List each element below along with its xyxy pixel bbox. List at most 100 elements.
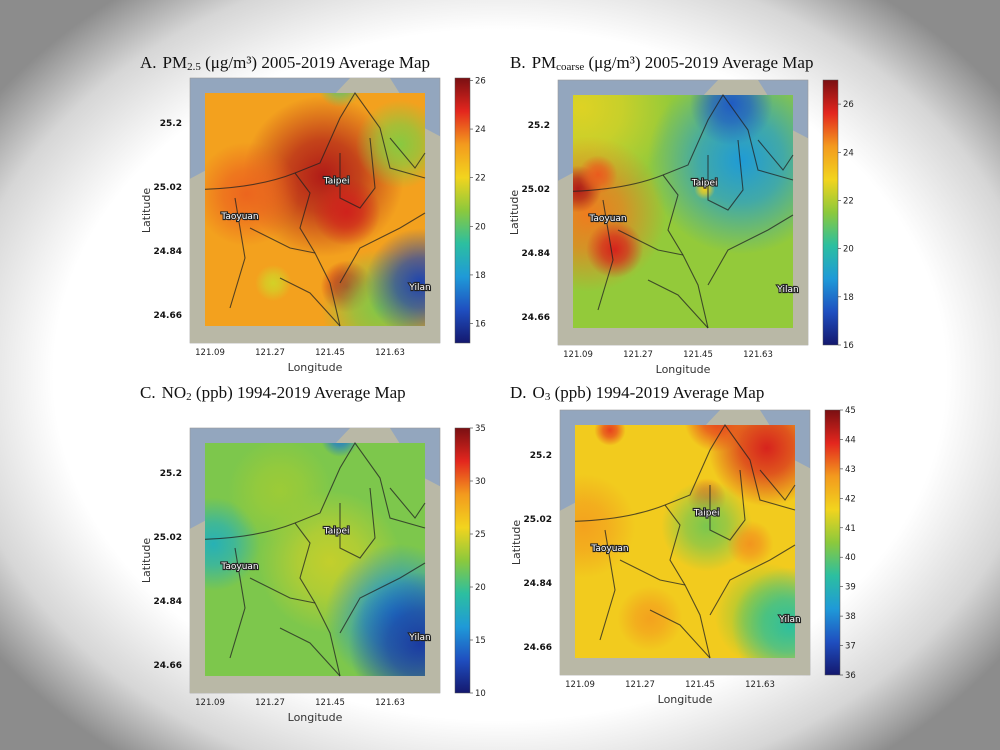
district-boundary <box>294 522 341 677</box>
lon-tick-label: 121.63 <box>375 698 405 708</box>
concentration-hotspot <box>578 155 618 195</box>
lat-tick-label: 25.2 <box>530 451 552 461</box>
pollutant-name: O <box>533 383 545 402</box>
x-axis-label: Longitude <box>656 363 711 376</box>
lon-tick-label: 121.45 <box>685 680 715 690</box>
district-boundary <box>389 487 426 519</box>
lat-tick-label: 25.02 <box>154 183 182 193</box>
title-rest: (μg/m³) 2005-2019 Average Map <box>584 53 813 72</box>
pollutant-subscript: 2.5 <box>187 61 201 73</box>
lon-tick-label: 121.63 <box>743 350 773 360</box>
panel-letter: D. <box>510 383 527 402</box>
city-label-yilan: Yilan <box>408 633 430 643</box>
lon-tick-label: 121.09 <box>565 680 595 690</box>
district-boundary <box>339 487 376 559</box>
district-boundary <box>662 174 709 329</box>
concentration-hotspot <box>594 425 626 446</box>
city-label-taipei: Taipei <box>323 176 350 186</box>
district-boundary <box>649 609 711 659</box>
pollutant-subscript: 2 <box>186 391 192 403</box>
district-boundary <box>229 197 246 309</box>
lon-tick-label: 121.45 <box>683 350 713 360</box>
lon-tick-label: 121.09 <box>563 350 593 360</box>
concentration-hotspot <box>586 220 644 279</box>
colorbar-tick-label: 20 <box>475 583 486 593</box>
district-boundary <box>664 504 711 659</box>
city-label-yilan: Yilan <box>408 283 430 293</box>
colorbar-tick-label: 26 <box>843 100 854 110</box>
colorbar-tick-label: 24 <box>843 148 854 158</box>
concentration-hotspot <box>228 443 332 543</box>
district-boundary <box>389 137 426 169</box>
pollutant-subscript: coarse <box>556 61 584 73</box>
district-boundary <box>709 544 796 616</box>
district-boundary <box>249 577 316 604</box>
district-boundary <box>597 199 614 311</box>
colorbar-tick-label: 26 <box>475 76 486 86</box>
concentration-hotspot <box>689 95 773 146</box>
colorbar-tick-label: 25 <box>475 530 486 540</box>
district-boundary <box>707 214 794 286</box>
heatmap-surface <box>573 95 793 328</box>
pollutant-name: NO <box>162 383 187 402</box>
colorbar-tick-label: 16 <box>843 341 854 351</box>
panel-title: B. PMcoarse (μg/m³) 2005-2019 Average Map <box>510 53 813 73</box>
city-label-taipei: Taipei <box>691 178 718 188</box>
district-boundary <box>339 562 426 634</box>
lon-tick-label: 121.63 <box>745 680 775 690</box>
y-axis-label: Latitude <box>140 188 153 234</box>
lat-tick-label: 24.66 <box>524 643 552 653</box>
title-rest: (ppb) 1994-2019 Average Map <box>550 383 764 402</box>
concentration-hotspot <box>205 142 299 247</box>
district-boundary <box>204 91 426 190</box>
lat-tick-label: 24.66 <box>154 311 182 321</box>
district-boundary <box>599 529 616 641</box>
map-panel-d: D. O3 (ppb) 1994-2019 Average Map Taipei Ta… <box>510 383 856 706</box>
colorbar-tick-label: 37 <box>845 642 856 652</box>
colorbar <box>454 427 471 694</box>
heatmap-surface <box>575 425 795 658</box>
panel-letter: C. <box>140 383 156 402</box>
city-label-taoyuan: Taoyuan <box>220 212 258 222</box>
colorbar-tick-label: 18 <box>475 271 486 281</box>
district-boundary <box>574 423 796 522</box>
title-rest: (ppb) 1994-2019 Average Map <box>192 383 406 402</box>
district-boundary <box>339 137 376 209</box>
district-boundary <box>279 277 341 327</box>
lon-tick-label: 121.63 <box>375 348 405 358</box>
x-axis-label: Longitude <box>288 361 343 374</box>
x-axis-label: Longitude <box>658 693 713 706</box>
y-axis-label: Latitude <box>140 538 153 584</box>
city-label-yilan: Yilan <box>778 615 800 625</box>
district-boundary <box>617 229 684 256</box>
lat-tick-label: 25.2 <box>160 469 182 479</box>
colorbar-tick-label: 18 <box>843 293 854 303</box>
colorbar-tick-label: 22 <box>475 174 486 184</box>
colorbar-tick-label: 42 <box>845 494 856 504</box>
city-label-yilan: Yilan <box>776 285 798 295</box>
lat-tick-label: 24.66 <box>522 313 550 323</box>
colorbar-tick-label: 20 <box>843 245 854 255</box>
lon-tick-label: 121.09 <box>195 698 225 708</box>
colorbar-tick-label: 22 <box>843 196 854 206</box>
city-label-taoyuan: Taoyuan <box>590 544 628 554</box>
panel-letter: A. <box>140 53 157 72</box>
city-label-taipei: Taipei <box>323 526 350 536</box>
colorbar-tick-label: 16 <box>475 320 486 330</box>
concentration-hotspot <box>575 474 636 579</box>
heatmap-surface <box>205 93 425 326</box>
colorbar-tick-label: 10 <box>475 689 486 699</box>
lon-tick-label: 121.27 <box>623 350 653 360</box>
lat-tick-label: 24.84 <box>154 247 182 257</box>
city-label-taipei: Taipei <box>693 508 720 518</box>
district-boundary <box>229 547 246 659</box>
lon-tick-label: 121.27 <box>255 348 285 358</box>
lat-tick-label: 24.84 <box>154 597 182 607</box>
lat-tick-label: 24.84 <box>522 249 550 259</box>
district-boundary <box>249 227 316 254</box>
city-label-taoyuan: Taoyuan <box>588 214 626 224</box>
map-panel-c: C. NO2 (ppb) 1994-2019 Average Map Taipei T… <box>140 383 486 724</box>
colorbar-tick-label: 41 <box>845 524 856 534</box>
district-boundary <box>279 627 341 677</box>
